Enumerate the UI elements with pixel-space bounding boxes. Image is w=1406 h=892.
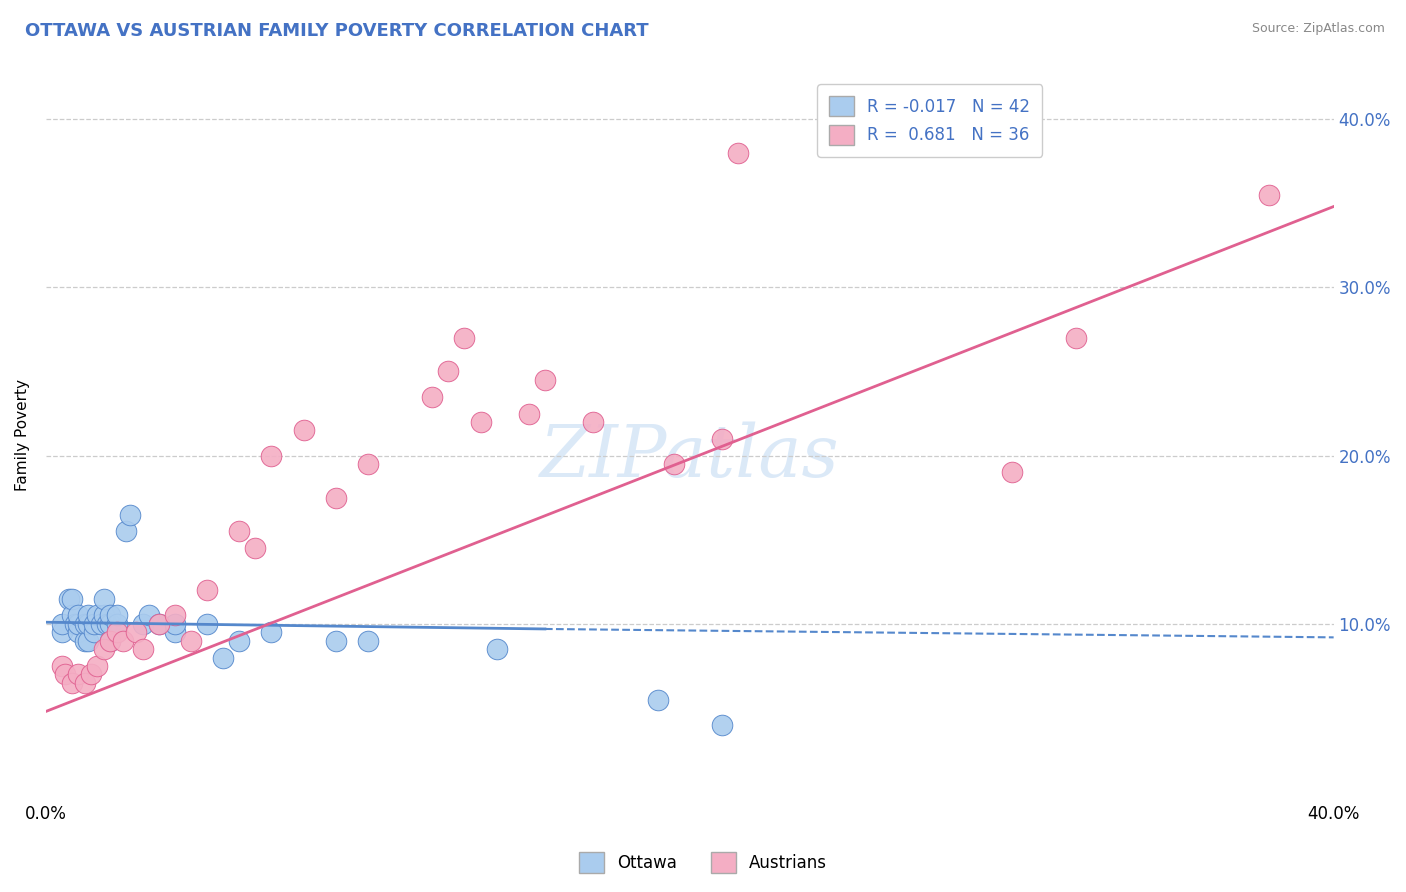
Point — [325, 491, 347, 505]
Point — [131, 642, 153, 657]
Point — [453, 331, 475, 345]
Point — [67, 625, 90, 640]
Point — [58, 591, 80, 606]
Point — [96, 616, 118, 631]
Point — [93, 591, 115, 606]
Point — [83, 616, 105, 631]
Point — [83, 625, 105, 640]
Point — [485, 642, 508, 657]
Point — [93, 608, 115, 623]
Point — [138, 608, 160, 623]
Point — [98, 633, 121, 648]
Point — [357, 633, 380, 648]
Point — [212, 650, 235, 665]
Point — [105, 616, 128, 631]
Point — [73, 616, 96, 631]
Point — [93, 642, 115, 657]
Point — [67, 616, 90, 631]
Point — [437, 364, 460, 378]
Point — [292, 423, 315, 437]
Point — [260, 449, 283, 463]
Point — [73, 633, 96, 648]
Point — [60, 675, 83, 690]
Point — [131, 616, 153, 631]
Point — [662, 457, 685, 471]
Point — [51, 659, 73, 673]
Point — [727, 145, 749, 160]
Point — [260, 625, 283, 640]
Point — [534, 373, 557, 387]
Legend: Ottawa, Austrians: Ottawa, Austrians — [572, 846, 834, 880]
Point — [76, 633, 98, 648]
Point — [711, 718, 734, 732]
Point — [163, 625, 186, 640]
Point — [148, 616, 170, 631]
Point — [98, 608, 121, 623]
Point — [53, 667, 76, 681]
Point — [1001, 466, 1024, 480]
Point — [60, 591, 83, 606]
Text: Source: ZipAtlas.com: Source: ZipAtlas.com — [1251, 22, 1385, 36]
Point — [245, 541, 267, 556]
Point — [86, 659, 108, 673]
Point — [90, 616, 112, 631]
Point — [105, 608, 128, 623]
Legend: R = -0.017   N = 42, R =  0.681   N = 36: R = -0.017 N = 42, R = 0.681 N = 36 — [817, 84, 1042, 156]
Point — [67, 667, 90, 681]
Point — [195, 616, 218, 631]
Point — [67, 608, 90, 623]
Point — [98, 633, 121, 648]
Text: OTTAWA VS AUSTRIAN FAMILY POVERTY CORRELATION CHART: OTTAWA VS AUSTRIAN FAMILY POVERTY CORREL… — [25, 22, 650, 40]
Point — [125, 625, 148, 640]
Point — [118, 508, 141, 522]
Point — [60, 608, 83, 623]
Point — [195, 583, 218, 598]
Point — [163, 616, 186, 631]
Point — [98, 616, 121, 631]
Point — [711, 432, 734, 446]
Point — [420, 390, 443, 404]
Point — [470, 415, 492, 429]
Point — [148, 616, 170, 631]
Point — [86, 608, 108, 623]
Point — [357, 457, 380, 471]
Point — [163, 608, 186, 623]
Point — [1258, 187, 1281, 202]
Point — [105, 625, 128, 640]
Point — [63, 616, 86, 631]
Text: ZIPatlas: ZIPatlas — [540, 421, 839, 491]
Point — [112, 633, 135, 648]
Y-axis label: Family Poverty: Family Poverty — [15, 378, 30, 491]
Point — [76, 616, 98, 631]
Point — [76, 608, 98, 623]
Point — [51, 616, 73, 631]
Point — [517, 407, 540, 421]
Point — [582, 415, 605, 429]
Point — [325, 633, 347, 648]
Point — [73, 675, 96, 690]
Point — [647, 692, 669, 706]
Point — [228, 524, 250, 539]
Point — [115, 524, 138, 539]
Point — [1064, 331, 1087, 345]
Point — [80, 667, 103, 681]
Point — [180, 633, 202, 648]
Point — [228, 633, 250, 648]
Point — [51, 625, 73, 640]
